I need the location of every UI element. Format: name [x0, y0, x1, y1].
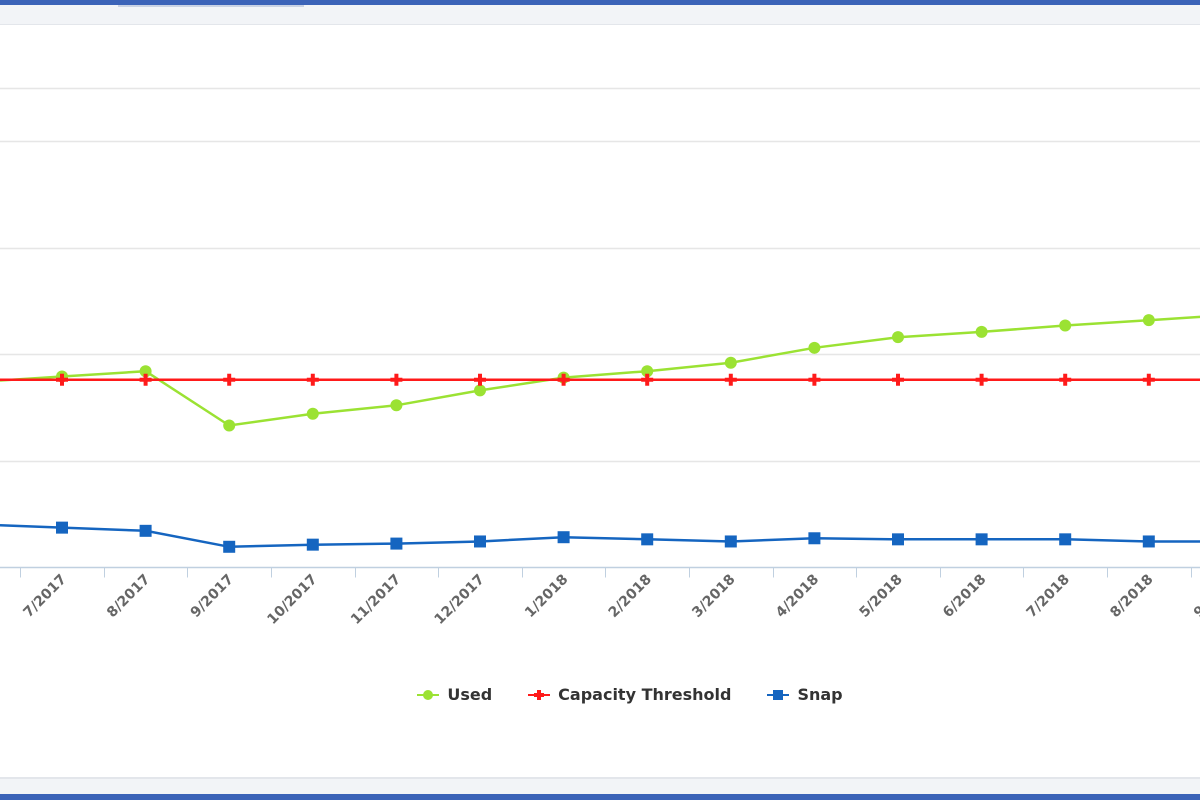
x-tick-label: 6/2018: [940, 572, 989, 621]
x-tick-label: 7/2017: [20, 572, 69, 621]
snap-point: [306, 538, 319, 551]
used-point: [390, 399, 403, 412]
capacity-threshold-legend-icon: [528, 688, 551, 702]
capacity-threshold-point: [139, 373, 152, 386]
legend-item-capacity-threshold[interactable]: Capacity Threshold: [528, 685, 731, 704]
x-tick-label: 3/2018: [689, 572, 738, 621]
capacity-threshold-point: [557, 373, 570, 386]
snap-point: [1142, 535, 1155, 548]
capacity-threshold-point: [892, 373, 904, 386]
capacity-threshold-point: [474, 373, 486, 386]
snap-point: [1059, 533, 1072, 546]
x-tick-label: 4/2018: [773, 572, 822, 621]
used-point: [139, 365, 152, 378]
snap-point: [808, 532, 821, 545]
x-tick-labels: 7/2017 8/2017 9/2017 10/2017 11/2017 12/2017 1…: [20, 572, 1200, 628]
snap-point: [56, 521, 68, 534]
x-tick-label: 11/2017: [348, 572, 404, 628]
legend-label-snap: Snap: [797, 685, 843, 704]
used-point: [975, 325, 988, 338]
snap-point: [724, 535, 737, 548]
used-point: [892, 331, 904, 344]
window-top-border: [0, 0, 1200, 5]
used-point: [724, 356, 737, 369]
capacity-threshold-point: [306, 373, 319, 386]
used-legend-icon: [417, 688, 440, 702]
capacity-threshold-point: [1142, 373, 1155, 386]
grid-lines: [0, 87, 1200, 463]
x-tick-label: 12/2017: [432, 572, 488, 628]
used-point: [474, 384, 486, 397]
series-group: [0, 314, 1200, 553]
snap-point: [390, 537, 403, 550]
x-tick-label: 8/2018: [1107, 572, 1156, 621]
snap-point: [474, 535, 486, 548]
snap-line: [0, 524, 1200, 549]
capacity-threshold-point: [56, 373, 68, 386]
used-point: [641, 365, 654, 378]
x-tick-label: 9/2017: [188, 572, 237, 621]
snap-point: [139, 524, 152, 537]
used-point: [223, 419, 236, 432]
used-point: [808, 341, 821, 354]
legend-label-capacity-threshold: Capacity Threshold: [558, 685, 732, 704]
x-tick-label: 7/2018: [1024, 572, 1073, 621]
capacity-threshold-point: [641, 373, 654, 386]
chart-legend: Used Capacity Threshold Snap: [0, 685, 1200, 704]
snap-legend-icon: [767, 688, 790, 702]
chart-panel: [0, 24, 1200, 779]
capacity-threshold-point: [1059, 373, 1072, 386]
snap-point: [223, 540, 236, 553]
x-tick-label: 10/2017: [264, 572, 320, 628]
snap-point: [892, 533, 904, 546]
tab-indicator: [118, 5, 304, 7]
snap-point: [641, 533, 654, 546]
x-tick-label: 5/2018: [856, 572, 905, 621]
snap-point: [557, 531, 570, 544]
x-tick-label: 9/2018: [1191, 572, 1200, 621]
x-axis: [0, 566, 1200, 578]
legend-item-used[interactable]: Used: [417, 685, 492, 704]
snap-point: [975, 533, 988, 546]
used-point: [1059, 319, 1072, 332]
legend-item-snap[interactable]: Snap: [767, 685, 843, 704]
x-tick-label: 2/2018: [606, 572, 655, 621]
capacity-threshold-point: [223, 373, 236, 386]
capacity-threshold-point: [975, 373, 988, 386]
capacity-threshold-point: [808, 373, 821, 386]
capacity-threshold-point: [724, 373, 737, 386]
x-tick-label: 1/2018: [522, 572, 571, 621]
legend-label-used: Used: [447, 685, 493, 704]
window-bottom-border: [0, 794, 1200, 800]
capacity-threshold-point: [390, 373, 403, 386]
used-point: [306, 407, 319, 420]
used-point: [1142, 314, 1155, 327]
x-tick-label: 8/2017: [104, 572, 153, 621]
used-line: [0, 315, 1200, 427]
